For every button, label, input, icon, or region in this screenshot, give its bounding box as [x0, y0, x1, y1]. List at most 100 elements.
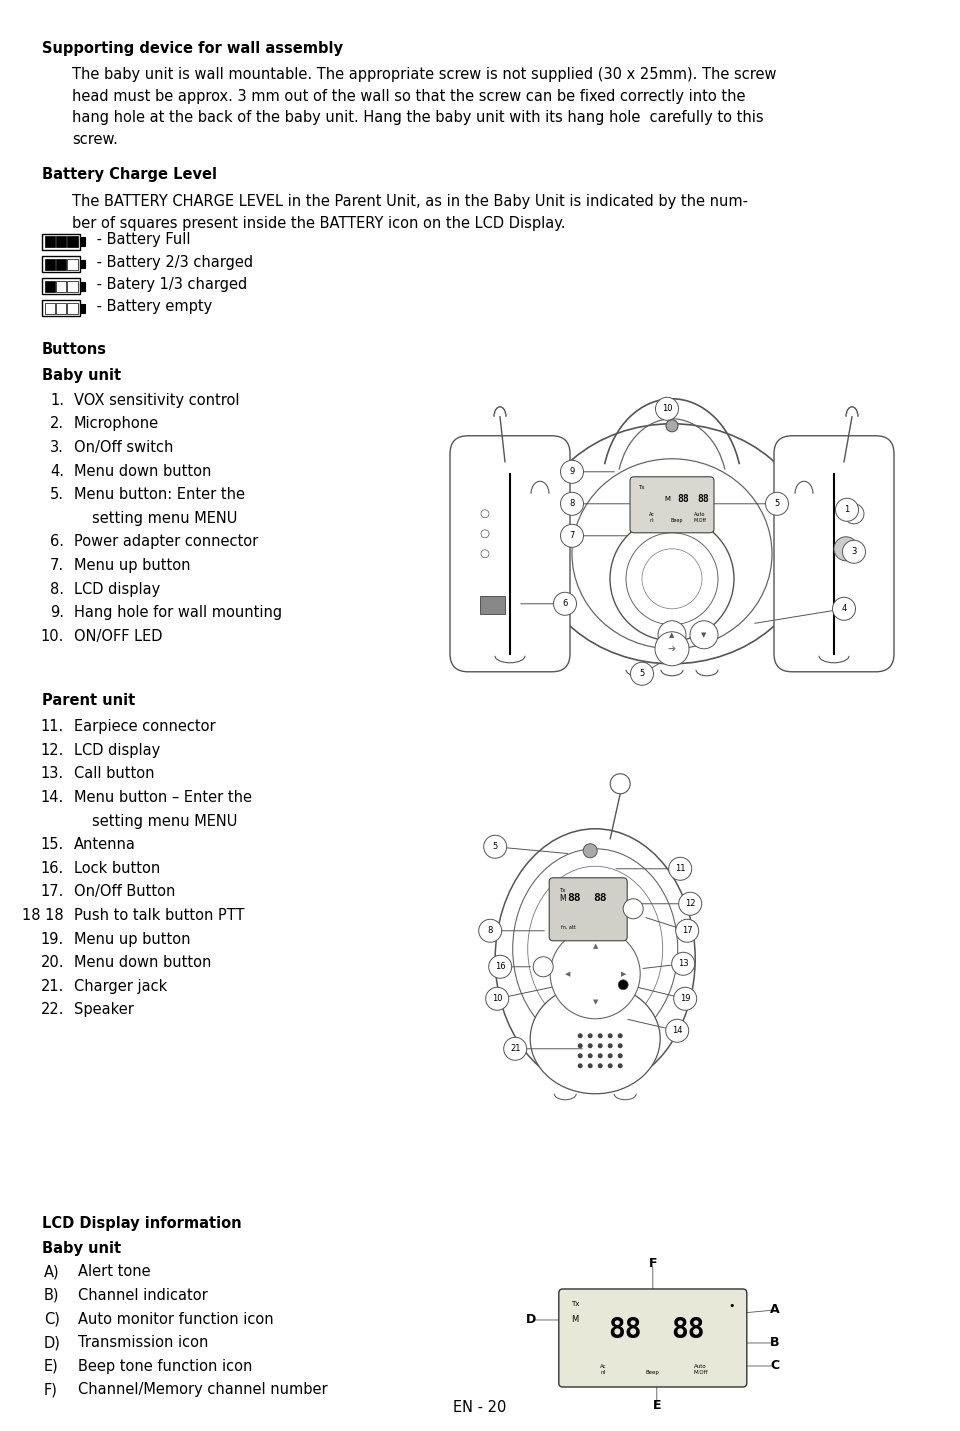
Text: B): B)	[44, 1288, 60, 1302]
Circle shape	[550, 929, 640, 1019]
Text: Baby unit: Baby unit	[42, 368, 121, 382]
Circle shape	[617, 1043, 623, 1049]
Ellipse shape	[495, 829, 695, 1089]
Ellipse shape	[528, 866, 662, 1032]
Text: LCD display: LCD display	[74, 582, 160, 597]
Text: Tx: Tx	[559, 887, 565, 893]
Text: F: F	[649, 1258, 657, 1271]
Text: 10: 10	[661, 405, 672, 414]
Text: Menu up button: Menu up button	[74, 558, 190, 572]
Text: 14: 14	[672, 1026, 683, 1035]
Circle shape	[598, 1033, 603, 1039]
Circle shape	[666, 419, 678, 432]
Text: 9: 9	[569, 468, 575, 477]
Text: ON/OFF LED: ON/OFF LED	[74, 630, 162, 644]
Text: 18 18: 18 18	[22, 909, 64, 923]
Bar	[56, 236, 66, 248]
Text: Channel indicator: Channel indicator	[78, 1288, 207, 1302]
Text: C): C)	[44, 1311, 60, 1327]
Text: Supporting device for wall assembly: Supporting device for wall assembly	[42, 41, 343, 56]
Circle shape	[631, 663, 654, 685]
Circle shape	[672, 952, 695, 976]
Text: 12.: 12.	[40, 743, 64, 757]
Circle shape	[611, 774, 630, 794]
Text: 5: 5	[775, 499, 780, 508]
Circle shape	[617, 1053, 623, 1059]
Text: Speaker: Speaker	[74, 1003, 133, 1017]
Bar	[44, 303, 55, 313]
Text: Earpiece connector: Earpiece connector	[74, 720, 216, 734]
Text: 9.: 9.	[50, 605, 64, 620]
Circle shape	[481, 509, 489, 518]
Text: The baby unit is wall mountable. The appropriate screw is not supplied (30 x 25m: The baby unit is wall mountable. The app…	[72, 67, 777, 147]
Text: Buttons: Buttons	[42, 342, 107, 356]
FancyBboxPatch shape	[774, 436, 894, 671]
Text: 7.: 7.	[50, 558, 64, 572]
Text: 8.: 8.	[50, 582, 64, 597]
Text: - Battery 2/3 charged: - Battery 2/3 charged	[92, 255, 253, 269]
Circle shape	[481, 550, 489, 558]
Circle shape	[618, 980, 628, 990]
Text: 11.: 11.	[40, 720, 64, 734]
Text: M: M	[571, 1315, 578, 1324]
Circle shape	[679, 893, 702, 916]
Circle shape	[608, 1063, 612, 1069]
Bar	[67, 303, 78, 313]
Text: B: B	[770, 1337, 780, 1349]
Text: 88: 88	[671, 1317, 705, 1344]
Bar	[80, 303, 85, 313]
Circle shape	[588, 1053, 592, 1059]
Text: 19: 19	[680, 995, 690, 1003]
Bar	[56, 259, 66, 269]
Bar	[42, 233, 80, 250]
Text: On/Off switch: On/Off switch	[74, 441, 174, 455]
Text: Menu down button: Menu down button	[74, 464, 211, 478]
Text: F): F)	[44, 1382, 58, 1397]
Text: Push to talk button PTT: Push to talk button PTT	[74, 909, 245, 923]
Text: 88: 88	[697, 494, 708, 504]
Text: 6: 6	[563, 600, 567, 608]
Text: 17.: 17.	[40, 884, 64, 899]
Circle shape	[554, 592, 577, 615]
Circle shape	[598, 1053, 603, 1059]
Text: Menu button – Enter the: Menu button – Enter the	[74, 790, 252, 804]
Text: ▲: ▲	[592, 943, 598, 949]
Bar	[80, 259, 85, 269]
Text: 19.: 19.	[40, 932, 64, 946]
Text: Transmission icon: Transmission icon	[78, 1335, 208, 1349]
Circle shape	[489, 956, 512, 979]
FancyBboxPatch shape	[630, 477, 714, 532]
Text: 21: 21	[510, 1045, 520, 1053]
Text: 1: 1	[845, 505, 850, 514]
Text: Menu up button: Menu up button	[74, 932, 190, 946]
Circle shape	[584, 844, 597, 857]
Text: 4: 4	[841, 604, 847, 614]
Text: ▲: ▲	[669, 631, 675, 638]
Bar	[67, 259, 78, 269]
Text: 13: 13	[678, 959, 688, 969]
Circle shape	[844, 504, 864, 524]
Text: Alert tone: Alert tone	[78, 1265, 151, 1279]
Text: fn. att: fn. att	[562, 924, 576, 930]
Text: Baby unit: Baby unit	[42, 1241, 121, 1255]
Text: D: D	[526, 1314, 536, 1327]
Ellipse shape	[532, 424, 812, 664]
Text: 11: 11	[675, 864, 685, 873]
Text: setting menu MENU: setting menu MENU	[92, 511, 237, 525]
Circle shape	[834, 537, 858, 561]
Circle shape	[623, 899, 643, 919]
Circle shape	[665, 1019, 688, 1042]
Text: 8: 8	[488, 926, 492, 936]
Text: ▼: ▼	[592, 999, 598, 1005]
Text: 3: 3	[852, 547, 856, 557]
Bar	[67, 280, 78, 292]
Circle shape	[486, 987, 509, 1010]
Circle shape	[656, 398, 679, 421]
Circle shape	[479, 919, 502, 942]
Text: A: A	[770, 1304, 780, 1317]
Circle shape	[835, 498, 858, 521]
Text: Antenna: Antenna	[74, 837, 136, 851]
Text: - Battery Full: - Battery Full	[92, 232, 190, 248]
Text: 5: 5	[639, 670, 644, 678]
FancyBboxPatch shape	[549, 877, 627, 940]
